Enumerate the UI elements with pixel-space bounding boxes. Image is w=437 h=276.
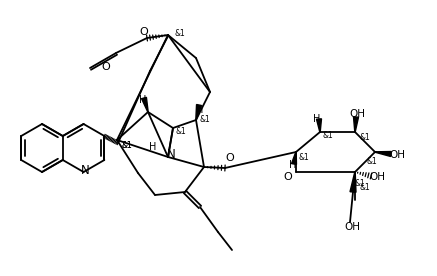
Text: O: O — [102, 62, 111, 72]
Text: O: O — [225, 153, 234, 163]
Text: N: N — [81, 163, 90, 176]
Text: &1: &1 — [176, 126, 186, 136]
Polygon shape — [196, 105, 201, 120]
Text: &1: &1 — [298, 153, 309, 161]
Text: H: H — [139, 95, 147, 105]
Polygon shape — [375, 152, 391, 156]
Text: &1: &1 — [175, 28, 185, 38]
Text: H: H — [196, 105, 204, 115]
Polygon shape — [350, 172, 356, 192]
Text: N: N — [166, 148, 175, 161]
Polygon shape — [142, 97, 148, 112]
Text: &1: &1 — [121, 140, 132, 150]
Text: &1: &1 — [354, 179, 365, 189]
Text: &1: &1 — [323, 131, 333, 139]
Text: &1: &1 — [360, 132, 371, 142]
Text: O: O — [284, 172, 292, 182]
Text: OH: OH — [369, 172, 385, 182]
Text: OH: OH — [349, 109, 365, 119]
Text: &1: &1 — [121, 140, 132, 150]
Text: H: H — [313, 114, 321, 124]
Polygon shape — [354, 117, 358, 132]
Text: &1: &1 — [200, 115, 210, 123]
Text: H: H — [289, 160, 297, 170]
Text: O: O — [140, 27, 149, 37]
Text: OH: OH — [344, 222, 360, 232]
Text: &1: &1 — [360, 182, 371, 192]
Polygon shape — [316, 119, 322, 132]
Text: OH: OH — [389, 150, 405, 160]
Text: H: H — [149, 142, 157, 152]
Polygon shape — [291, 152, 296, 164]
Text: &1: &1 — [367, 158, 378, 166]
